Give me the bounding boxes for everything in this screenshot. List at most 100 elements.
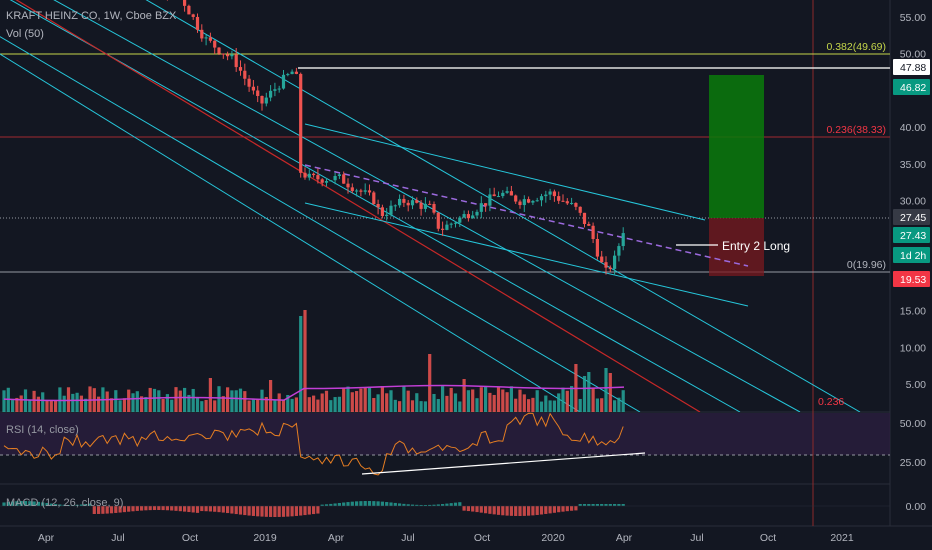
candle-body: [264, 97, 268, 104]
macd-bar: [144, 506, 148, 511]
volume-bar: [316, 399, 320, 412]
candle-body: [333, 175, 337, 181]
macd-bar: [19, 501, 23, 506]
candle-body: [204, 37, 208, 39]
volume-bar: [19, 395, 23, 412]
macd-bar: [527, 506, 531, 516]
candle-body: [531, 201, 535, 203]
macd-bar: [187, 506, 191, 513]
macd-bar: [66, 504, 71, 506]
macd-bar: [195, 506, 200, 513]
candle-body: [195, 16, 200, 30]
candle-body: [406, 202, 410, 206]
macd-bar: [471, 506, 475, 512]
time-tick-label: Jul: [690, 532, 703, 544]
candle-body: [496, 196, 501, 198]
candle-body: [376, 203, 380, 208]
candle-body: [595, 238, 599, 257]
macd-bar: [484, 506, 488, 514]
time-tick-label: Apr: [616, 532, 633, 544]
profit-zone[interactable]: [709, 75, 764, 218]
macd-bar: [277, 506, 281, 517]
macd-bar: [462, 506, 466, 511]
stop-zone[interactable]: [709, 218, 764, 276]
volume-bar: [578, 398, 582, 412]
macd-bar: [595, 504, 599, 506]
volume-bar: [376, 394, 380, 412]
entry-annotation: Entry 2 Long: [722, 239, 790, 253]
macd-bar: [475, 506, 479, 513]
volume-bar: [11, 400, 15, 412]
candle-body: [213, 40, 217, 48]
volume-bar: [621, 390, 625, 412]
macd-bar: [6, 501, 10, 506]
price-tag-label: 1d 2h: [900, 250, 926, 262]
macd-bar: [600, 504, 604, 506]
rsi-line: [3, 412, 624, 476]
macd-axis: 0.00: [906, 501, 927, 513]
volume-bar: [415, 393, 419, 412]
candle-body: [372, 192, 376, 204]
candle-body: [428, 203, 432, 205]
volume-indicator-label: Vol (50): [6, 28, 44, 40]
time-axis: Apr Jul Oct 2019 Apr Jul Oct 2020 Apr Jul Oct 2021: [38, 532, 854, 544]
volume-bar: [286, 395, 290, 412]
macd-bar: [539, 506, 544, 515]
macd-bar: [226, 506, 230, 514]
price-tag: 27.45: [893, 209, 930, 225]
median-channel-line: [15, 0, 701, 412]
candle-body: [608, 267, 612, 269]
candle-body: [247, 78, 251, 87]
macd-bar: [613, 504, 617, 506]
macd-bar: [62, 504, 66, 506]
candle-body: [600, 256, 604, 263]
price-tag-box: [893, 247, 930, 263]
macd-tick-label: 0.00: [906, 501, 927, 513]
volume-bar: [608, 373, 612, 412]
volume-bar: [238, 388, 243, 412]
candle-body: [613, 255, 617, 269]
volume-bar: [363, 387, 367, 412]
time-tick-label: Oct: [474, 532, 490, 544]
volume-bar: [436, 399, 440, 412]
price-tag: 27.43: [893, 227, 930, 243]
volume-bar: [613, 400, 617, 412]
volume-fib-label: 0.236: [818, 396, 844, 408]
macd-bar: [200, 506, 204, 512]
macd-bar: [402, 503, 406, 506]
macd-bar: [109, 506, 114, 514]
candle-body: [346, 183, 350, 188]
macd-bar: [161, 506, 165, 511]
volume-bar: [548, 400, 552, 412]
dashed-midline: [304, 164, 749, 267]
volume-bar: [204, 399, 208, 412]
volume-bar: [501, 389, 505, 412]
volume-bar: [127, 389, 131, 412]
volume-bar: [290, 398, 294, 412]
price-tag-label: 47.88: [900, 62, 926, 74]
candle-body: [234, 54, 238, 68]
volume-bar: [264, 397, 268, 412]
price-tag-box: [893, 271, 930, 287]
macd-bar: [587, 504, 591, 506]
macd-bar: [127, 506, 131, 512]
macd-bar: [320, 504, 324, 506]
candle-body: [423, 203, 427, 209]
volume-bar: [539, 401, 544, 412]
candle-body: [574, 202, 578, 207]
volume-bar: [54, 400, 58, 412]
volume-bar: [333, 397, 337, 412]
macd-bar: [324, 504, 329, 506]
macd-bar: [501, 506, 505, 516]
volume-bar: [385, 393, 389, 412]
macd-bar: [398, 503, 402, 506]
volume-bar: [36, 396, 40, 412]
macd-bar: [238, 506, 243, 515]
macd-bar: [372, 501, 376, 506]
candle-body: [441, 228, 445, 230]
time-tick-label: Jul: [111, 532, 124, 544]
candle-body: [380, 207, 384, 217]
macd-bar: [264, 506, 268, 517]
